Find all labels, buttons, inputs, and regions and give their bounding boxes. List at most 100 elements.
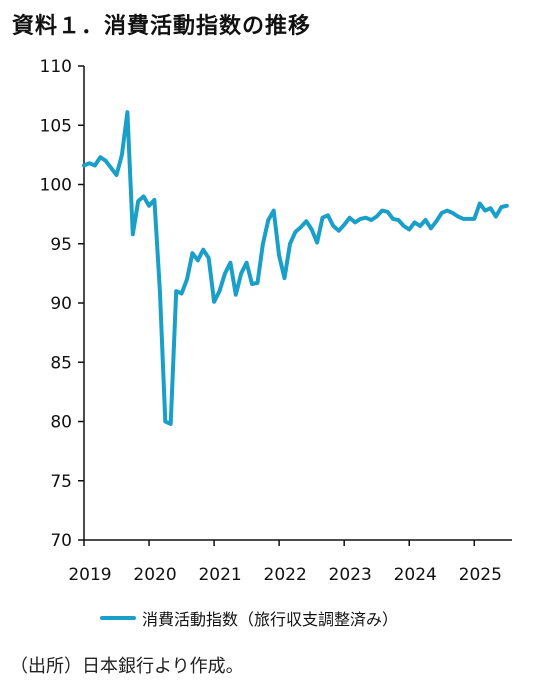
data-point	[196, 258, 200, 262]
data-point	[385, 210, 390, 214]
data-point	[342, 223, 346, 227]
data-point	[217, 289, 222, 293]
data-point	[190, 251, 195, 255]
data-point	[93, 163, 97, 168]
data-point	[320, 216, 325, 220]
data-point	[277, 254, 281, 258]
data-point	[179, 291, 184, 296]
data-point	[407, 227, 411, 232]
data-point	[288, 242, 292, 246]
source-note: （出所）日本銀行より作成。	[10, 656, 244, 677]
data-point	[174, 289, 178, 293]
data-point	[494, 214, 498, 219]
data-point	[282, 276, 287, 280]
y-tick-label: 105	[40, 116, 72, 136]
data-point	[239, 271, 243, 275]
data-point	[391, 217, 395, 221]
data-point	[223, 271, 227, 275]
data-point	[380, 208, 384, 213]
data-point	[201, 248, 205, 252]
data-point	[434, 219, 438, 223]
data-point	[418, 224, 422, 228]
data-point	[87, 161, 91, 165]
data-point	[423, 218, 428, 222]
y-tick-label: 70	[50, 531, 72, 551]
data-point	[331, 224, 335, 228]
data-point	[488, 206, 493, 210]
data-point	[445, 208, 449, 213]
data-point	[131, 232, 135, 236]
data-point	[353, 220, 357, 225]
data-point	[98, 155, 102, 159]
data-point	[347, 216, 352, 220]
data-point	[147, 204, 151, 208]
x-tick-label: 2025	[459, 565, 502, 585]
data-point	[114, 173, 119, 177]
data-point	[315, 240, 319, 245]
data-point	[478, 201, 482, 206]
data-point	[440, 211, 444, 215]
data-point	[255, 281, 260, 285]
data-point	[429, 226, 433, 230]
data-point	[245, 261, 249, 265]
x-tick-label: 2019	[68, 565, 111, 585]
data-point	[212, 300, 216, 304]
data-point	[185, 277, 189, 281]
data-point	[375, 214, 379, 219]
data-point	[163, 419, 167, 424]
data-point	[152, 198, 157, 202]
data-point	[358, 217, 363, 221]
data-point	[304, 219, 308, 223]
y-tick-label: 80	[50, 413, 72, 433]
data-point	[169, 422, 173, 426]
y-tick-label: 110	[40, 57, 72, 77]
data-point	[136, 199, 140, 203]
data-point	[369, 218, 373, 222]
data-point	[125, 110, 129, 114]
data-point	[402, 224, 406, 228]
legend: 消費活動指数（旅行収支調整済み）	[100, 606, 398, 630]
data-point	[310, 227, 314, 232]
x-tick-label: 2022	[264, 565, 307, 585]
data-point	[261, 242, 265, 246]
data-point	[250, 282, 254, 286]
x-tick-label: 2021	[198, 565, 241, 585]
data-point	[461, 217, 466, 221]
y-tick-label: 85	[50, 353, 72, 373]
data-point	[234, 293, 238, 297]
data-point	[299, 225, 303, 229]
data-point	[499, 205, 503, 209]
line-chart: 70 75 80 85 90 95 100 105 110 2019 2020 2021 2022 202…	[40, 57, 512, 585]
y-tick-label: 95	[50, 235, 72, 255]
data-point	[483, 208, 487, 213]
x-tick-label: 2023	[329, 565, 372, 585]
data-point	[456, 214, 460, 219]
data-point	[109, 166, 113, 170]
y-tick-label: 75	[50, 472, 72, 492]
data-point	[326, 213, 330, 217]
data-point	[293, 230, 297, 234]
data-point	[228, 261, 232, 265]
y-tick-label: 90	[50, 294, 72, 314]
legend-label: 消費活動指数（旅行収支調整済み）	[142, 610, 399, 629]
data-point	[207, 256, 211, 260]
data-point	[158, 289, 162, 293]
data-point	[337, 229, 341, 233]
data-point	[467, 217, 471, 221]
x-tick-label: 2024	[394, 565, 437, 585]
data-point	[266, 218, 270, 222]
data-point	[396, 218, 400, 222]
data-point	[451, 211, 455, 215]
legend-swatch	[100, 616, 136, 620]
y-tick-label: 100	[40, 176, 72, 196]
series-line	[82, 110, 509, 426]
data-point	[413, 220, 417, 225]
chart-title: 資料１．消費活動指数の推移	[12, 14, 312, 39]
x-tick-label: 2020	[133, 565, 176, 585]
data-point	[142, 194, 146, 198]
data-point	[472, 217, 476, 221]
data-point	[120, 153, 124, 157]
data-point	[505, 204, 509, 208]
data-point	[364, 216, 368, 220]
data-point	[82, 163, 86, 168]
